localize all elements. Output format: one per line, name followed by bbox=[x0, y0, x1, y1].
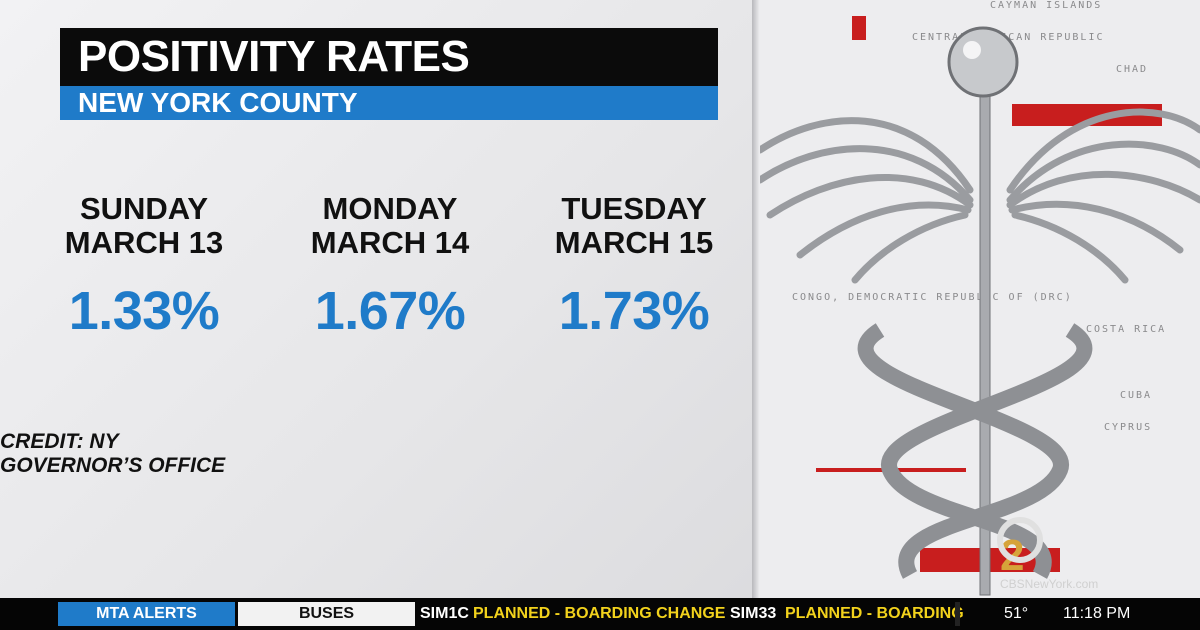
ticker-tab: BUSES bbox=[238, 602, 415, 626]
orb-highlight bbox=[963, 41, 981, 59]
bg-text: CUBA bbox=[1120, 390, 1152, 401]
graphic-panel: POSITIVITY RATES NEW YORK COUNTY SUNDAY … bbox=[0, 0, 752, 598]
orb bbox=[947, 26, 1019, 98]
subtitle: NEW YORK COUNTY bbox=[60, 86, 718, 120]
rate: 1.73% bbox=[558, 281, 710, 341]
ticker-status: PLANNED - BOARDING bbox=[785, 605, 964, 622]
bg-text: CYPRUS bbox=[1104, 422, 1152, 433]
bg-text: CAYMAN ISLANDS bbox=[990, 0, 1102, 11]
rate: 1.67% bbox=[314, 281, 466, 341]
ticker: MTA ALERTS BUSES SIM1C PLANNED - BOARDIN… bbox=[0, 598, 1200, 630]
day: SUNDAY bbox=[79, 191, 209, 226]
day-column: MONDAY MARCH 14 1.67% bbox=[270, 192, 510, 342]
bg-text: CHAD bbox=[1116, 64, 1148, 75]
caduceus-image: CAYMAN ISLANDS CENTRAL AFRICAN REPUBLIC … bbox=[760, 0, 1200, 598]
day: MONDAY bbox=[322, 191, 458, 226]
day: TUESDAY bbox=[561, 191, 707, 226]
logo-eye bbox=[997, 517, 1043, 563]
date: MARCH 13 bbox=[64, 225, 224, 260]
snakes bbox=[857, 323, 1093, 579]
bg-text: CONGO, DEMOCRATIC REPUBLIC OF (DRC) bbox=[792, 292, 1073, 303]
ticker-status: PLANNED - BOARDING CHANGE bbox=[473, 605, 726, 622]
divider bbox=[752, 0, 760, 598]
date: MARCH 15 bbox=[554, 225, 714, 260]
day-column: SUNDAY MARCH 13 1.33% bbox=[24, 192, 264, 342]
day-column: TUESDAY MARCH 15 1.73% bbox=[514, 192, 754, 342]
date: MARCH 14 bbox=[310, 225, 470, 260]
wings bbox=[760, 108, 1200, 284]
ticker-route: SIM1C bbox=[420, 605, 469, 622]
title: POSITIVITY RATES bbox=[60, 28, 718, 86]
ticker-route: SIM33 bbox=[730, 605, 777, 622]
temperature: 51° bbox=[1004, 605, 1029, 622]
watermark: CBSNewYork.com bbox=[1000, 577, 1098, 591]
bg-text: COSTA RICA bbox=[1086, 324, 1166, 335]
rate: 1.33% bbox=[68, 281, 220, 341]
ticker-tab: MTA ALERTS bbox=[58, 602, 235, 626]
time: 11:18 PM bbox=[1063, 605, 1131, 622]
ticker-sep bbox=[955, 602, 960, 626]
red-mark bbox=[852, 16, 866, 40]
credit: CREDIT: NY GOVERNOR’S OFFICE bbox=[0, 430, 226, 477]
